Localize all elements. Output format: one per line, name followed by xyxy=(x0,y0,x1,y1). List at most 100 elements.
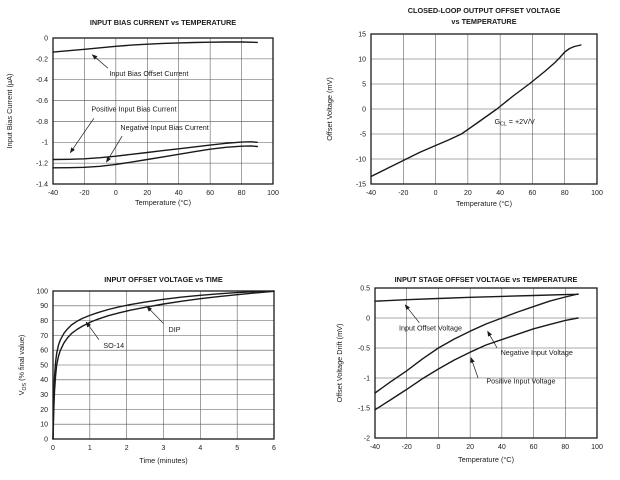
chart-title: INPUT OFFSET VOLTAGE vs TIME xyxy=(104,275,223,284)
y-axis-label: Offset Voltage (mV) xyxy=(325,77,334,141)
y-tick-label: 0 xyxy=(362,106,366,113)
chart-title: CLOSED-LOOP OUTPUT OFFSET VOLTAGE xyxy=(408,6,561,15)
x-tick-label: -40 xyxy=(370,444,380,451)
callout-arrow xyxy=(106,135,123,163)
callout-arrow xyxy=(487,330,498,349)
x-tick-label: -20 xyxy=(402,444,412,451)
x-tick-label: 4 xyxy=(198,445,202,452)
y-tick-label: 0 xyxy=(44,35,48,42)
chart-input-stage-offset-voltage: -40 -20 0 20 40 60 80 100 0.5 0 -0.5 -1 -1.5 -2 INPUT … xyxy=(310,240,620,480)
y-tick-label: 0 xyxy=(44,436,48,443)
y-tick-label: 60 xyxy=(40,348,48,355)
callout-arrow xyxy=(91,54,109,69)
x-tick-label: 100 xyxy=(267,190,279,197)
series-label: Positive Input Bias Current xyxy=(91,104,176,113)
y-tick-label: 0.5 xyxy=(360,285,370,292)
y-tick-label: -5 xyxy=(360,131,366,138)
x-tick-label: -20 xyxy=(79,190,89,197)
x-tick-label: 40 xyxy=(175,190,183,197)
x-axis-label: Time (minutes) xyxy=(139,456,187,465)
chart-canvas-input-bias: -40 -20 0 20 40 60 80 100 0 -0.2 -0.4 -0.6 -0.8 -1 -1.… xyxy=(5,18,279,207)
x-tick-label: 5 xyxy=(235,445,239,452)
callout-arrow xyxy=(404,304,420,324)
y-tick-label: -0.5 xyxy=(358,345,370,352)
x-tick-label: 0 xyxy=(114,190,118,197)
callout-arrow xyxy=(69,118,95,154)
series-curve xyxy=(374,317,579,411)
x-tick-label: 40 xyxy=(498,444,506,451)
series-curve xyxy=(370,44,582,178)
callout-arrow xyxy=(470,357,479,379)
x-tick-label: -40 xyxy=(366,190,376,197)
y-tick-label: -1 xyxy=(364,375,370,382)
series-curve xyxy=(52,41,258,53)
y-tick-label: -10 xyxy=(356,156,366,163)
y-tick-label: -0.6 xyxy=(36,98,48,105)
y-tick-label: 0 xyxy=(366,315,370,322)
x-tick-label: 20 xyxy=(464,190,472,197)
series-label: Negative Input Bias Current xyxy=(120,123,208,132)
y-tick-label: 70 xyxy=(40,333,48,340)
y-tick-label: 30 xyxy=(40,392,48,399)
x-tick-label: 2 xyxy=(125,445,129,452)
chart-title: vs TEMPERATURE xyxy=(451,17,516,26)
chart-input-bias-current-vs-temperature: -40 -20 0 20 40 60 80 100 0 -0.2 -0.4 -0.6 -0.8 -1 -1.… xyxy=(0,0,310,240)
y-axis-label: Input Bias Current (µA) xyxy=(5,74,14,149)
callout-arrow xyxy=(85,321,100,341)
x-tick-label: 20 xyxy=(466,444,474,451)
x-tick-label: 0 xyxy=(51,445,55,452)
y-tick-label: 5 xyxy=(362,81,366,88)
chart-canvas-input-stage-offset: -40 -20 0 20 40 60 80 100 0.5 0 -0.5 -1 -1.5 -2 INPUT … xyxy=(335,275,603,464)
y-tick-label: -1.2 xyxy=(36,161,48,168)
y-axis-label: VOS (% final value) xyxy=(17,335,28,396)
series-curve xyxy=(374,293,579,302)
x-tick-label: 0 xyxy=(436,444,440,451)
x-tick-label: 3 xyxy=(162,445,166,452)
x-tick-label: 80 xyxy=(561,190,569,197)
y-axis-label: Offset Voltage Drift (mV) xyxy=(335,324,344,403)
y-tick-label: -1.4 xyxy=(36,181,48,188)
series-label: Positive Input Voltage xyxy=(486,376,555,385)
annotation-text: GCL = +2V/V xyxy=(495,117,535,128)
x-tick-label: 60 xyxy=(530,444,538,451)
chart-closed-loop-output-offset-voltage: -40 -20 0 20 40 60 80 100 15 10 5 0 -5 -10 -15 CLOSED-L… xyxy=(310,0,620,240)
series-label: Negative Input Voltage xyxy=(501,348,573,357)
x-axis-label: Temperature (°C) xyxy=(135,198,191,207)
x-tick-label: 100 xyxy=(591,190,603,197)
x-tick-label: 80 xyxy=(238,190,246,197)
x-tick-label: 20 xyxy=(143,190,151,197)
x-tick-label: 0 xyxy=(434,190,438,197)
x-tick-label: 40 xyxy=(496,190,504,197)
series-label: SO-14 xyxy=(103,341,124,350)
x-tick-label: 100 xyxy=(591,444,603,451)
x-tick-label: -40 xyxy=(48,190,58,197)
x-tick-label: 6 xyxy=(272,445,276,452)
chart-title: INPUT STAGE OFFSET VOLTAGE vs TEMPERATUR… xyxy=(395,275,578,284)
x-tick-label: 60 xyxy=(206,190,214,197)
series-curve xyxy=(52,290,275,440)
y-tick-label: 90 xyxy=(40,303,48,310)
x-tick-label: 1 xyxy=(88,445,92,452)
y-tick-label: 10 xyxy=(40,422,48,429)
y-tick-label: 40 xyxy=(40,377,48,384)
y-tick-label: 100 xyxy=(36,288,48,295)
callout-arrow xyxy=(146,306,164,324)
y-tick-label: 15 xyxy=(358,31,366,38)
y-tick-label: 20 xyxy=(40,407,48,414)
x-axis-label: Temperature (°C) xyxy=(458,455,514,464)
y-tick-label: 50 xyxy=(40,362,48,369)
chart-title: INPUT BIAS CURRENT vs TEMPERATURE xyxy=(90,18,236,27)
series-curve xyxy=(52,141,258,161)
y-tick-label: 80 xyxy=(40,318,48,325)
x-axis-label: Temperature (°C) xyxy=(456,199,512,208)
y-tick-label: -2 xyxy=(364,435,370,442)
x-tick-label: 60 xyxy=(529,190,537,197)
y-tick-label: -0.4 xyxy=(36,77,48,84)
x-tick-label: -20 xyxy=(398,190,408,197)
y-tick-label: -0.2 xyxy=(36,56,48,63)
series-curve xyxy=(52,145,258,169)
y-tick-label: -0.8 xyxy=(36,119,48,126)
series-label: Input Offset Voltage xyxy=(399,324,462,333)
